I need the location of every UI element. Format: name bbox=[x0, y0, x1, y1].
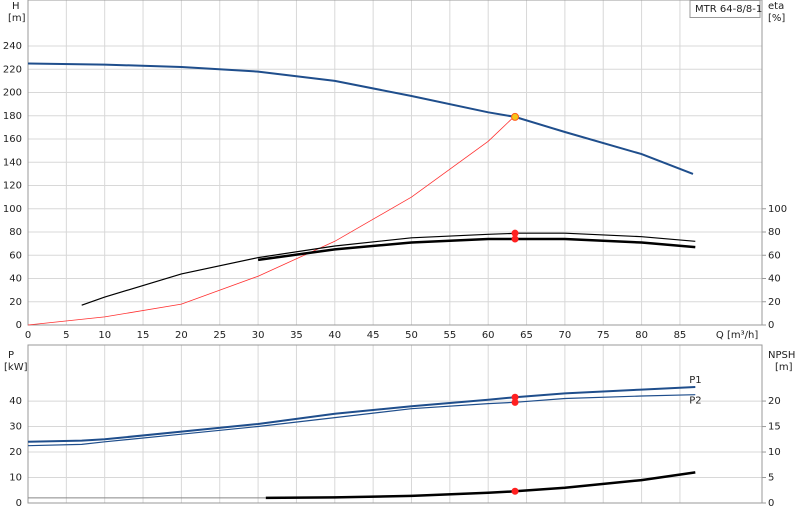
x-tick-label: 35 bbox=[290, 330, 303, 341]
curve bbox=[27, 394, 696, 447]
y-axis-label: P bbox=[8, 350, 14, 361]
y-tick-label: 0 bbox=[16, 320, 22, 331]
y2-tick-label: 5 bbox=[768, 473, 774, 484]
y2-tick-label: 10 bbox=[768, 447, 781, 458]
x-tick-label: 20 bbox=[175, 330, 188, 341]
x-tick-label: 10 bbox=[98, 330, 111, 341]
y-tick-label: 200 bbox=[3, 88, 22, 99]
x-tick-label: 85 bbox=[674, 330, 687, 341]
y-tick-label: 180 bbox=[3, 111, 22, 122]
series-label: P1 bbox=[689, 375, 701, 386]
curve bbox=[265, 471, 696, 500]
x-tick-label: 5 bbox=[63, 330, 69, 341]
title-box bbox=[689, 0, 761, 18]
y-tick-label: 40 bbox=[9, 274, 22, 285]
x-tick-label: 65 bbox=[520, 330, 533, 341]
y-tick-label: 10 bbox=[9, 473, 22, 484]
curve bbox=[27, 386, 696, 443]
y2-tick-label: 80 bbox=[768, 227, 781, 238]
y2-tick-label: 15 bbox=[768, 422, 781, 433]
y-axis-label: [kW] bbox=[4, 362, 28, 373]
curve bbox=[81, 232, 696, 306]
x-axis-label: Q [m³/h] bbox=[716, 330, 758, 341]
y2-axis-label: [m] bbox=[775, 362, 793, 373]
duty-point bbox=[511, 235, 519, 243]
y2-axis-label: NPSH bbox=[768, 350, 795, 361]
curve bbox=[27, 115, 516, 326]
y-tick-label: 30 bbox=[9, 422, 22, 433]
y-axis-label: [m] bbox=[8, 13, 26, 24]
x-tick-label: 25 bbox=[213, 330, 226, 341]
x-tick-label: 40 bbox=[328, 330, 341, 341]
y2-axis-label: [%] bbox=[768, 13, 785, 24]
y-tick-label: 60 bbox=[9, 250, 22, 261]
chart-title: MTR 64-8/8-1 bbox=[695, 4, 762, 15]
plot-frame bbox=[27, 344, 763, 504]
y2-tick-label: 20 bbox=[768, 297, 781, 308]
series-label: P2 bbox=[689, 396, 701, 407]
y-tick-label: 160 bbox=[3, 134, 22, 145]
x-tick-label: 15 bbox=[137, 330, 150, 341]
x-tick-label: 70 bbox=[559, 330, 572, 341]
y2-tick-label: 0 bbox=[768, 498, 774, 509]
y-axis-label: H bbox=[12, 1, 20, 12]
duty-point bbox=[511, 393, 519, 401]
y-tick-label: 100 bbox=[3, 204, 22, 215]
y-tick-label: 220 bbox=[3, 64, 22, 75]
x-tick-label: 75 bbox=[597, 330, 610, 341]
x-tick-label: 0 bbox=[25, 330, 31, 341]
x-tick-label: 45 bbox=[367, 330, 380, 341]
y2-tick-label: 100 bbox=[768, 204, 787, 215]
x-tick-label: 30 bbox=[252, 330, 265, 341]
curve bbox=[27, 62, 694, 175]
x-tick-label: 50 bbox=[405, 330, 418, 341]
y-tick-label: 0 bbox=[16, 498, 22, 509]
y2-tick-label: 60 bbox=[768, 250, 781, 261]
curve bbox=[257, 237, 696, 262]
duty-point bbox=[511, 112, 520, 121]
x-tick-label: 80 bbox=[635, 330, 648, 341]
y-tick-label: 20 bbox=[9, 297, 22, 308]
y-tick-label: 120 bbox=[3, 181, 22, 192]
y-tick-label: 40 bbox=[9, 396, 22, 407]
y-tick-label: 20 bbox=[9, 447, 22, 458]
x-tick-label: 55 bbox=[443, 330, 456, 341]
y-tick-label: 240 bbox=[3, 41, 22, 52]
duty-point bbox=[511, 398, 519, 406]
x-tick-label: 60 bbox=[482, 330, 495, 341]
plot-frame bbox=[27, 0, 763, 326]
y2-tick-label: 40 bbox=[768, 274, 781, 285]
y2-axis-label: eta bbox=[768, 1, 784, 12]
y-tick-label: 140 bbox=[3, 157, 22, 168]
duty-point bbox=[511, 487, 519, 495]
duty-point bbox=[511, 229, 519, 237]
y2-tick-label: 20 bbox=[768, 396, 781, 407]
y-tick-label: 80 bbox=[9, 227, 22, 238]
y2-tick-label: 0 bbox=[768, 320, 774, 331]
